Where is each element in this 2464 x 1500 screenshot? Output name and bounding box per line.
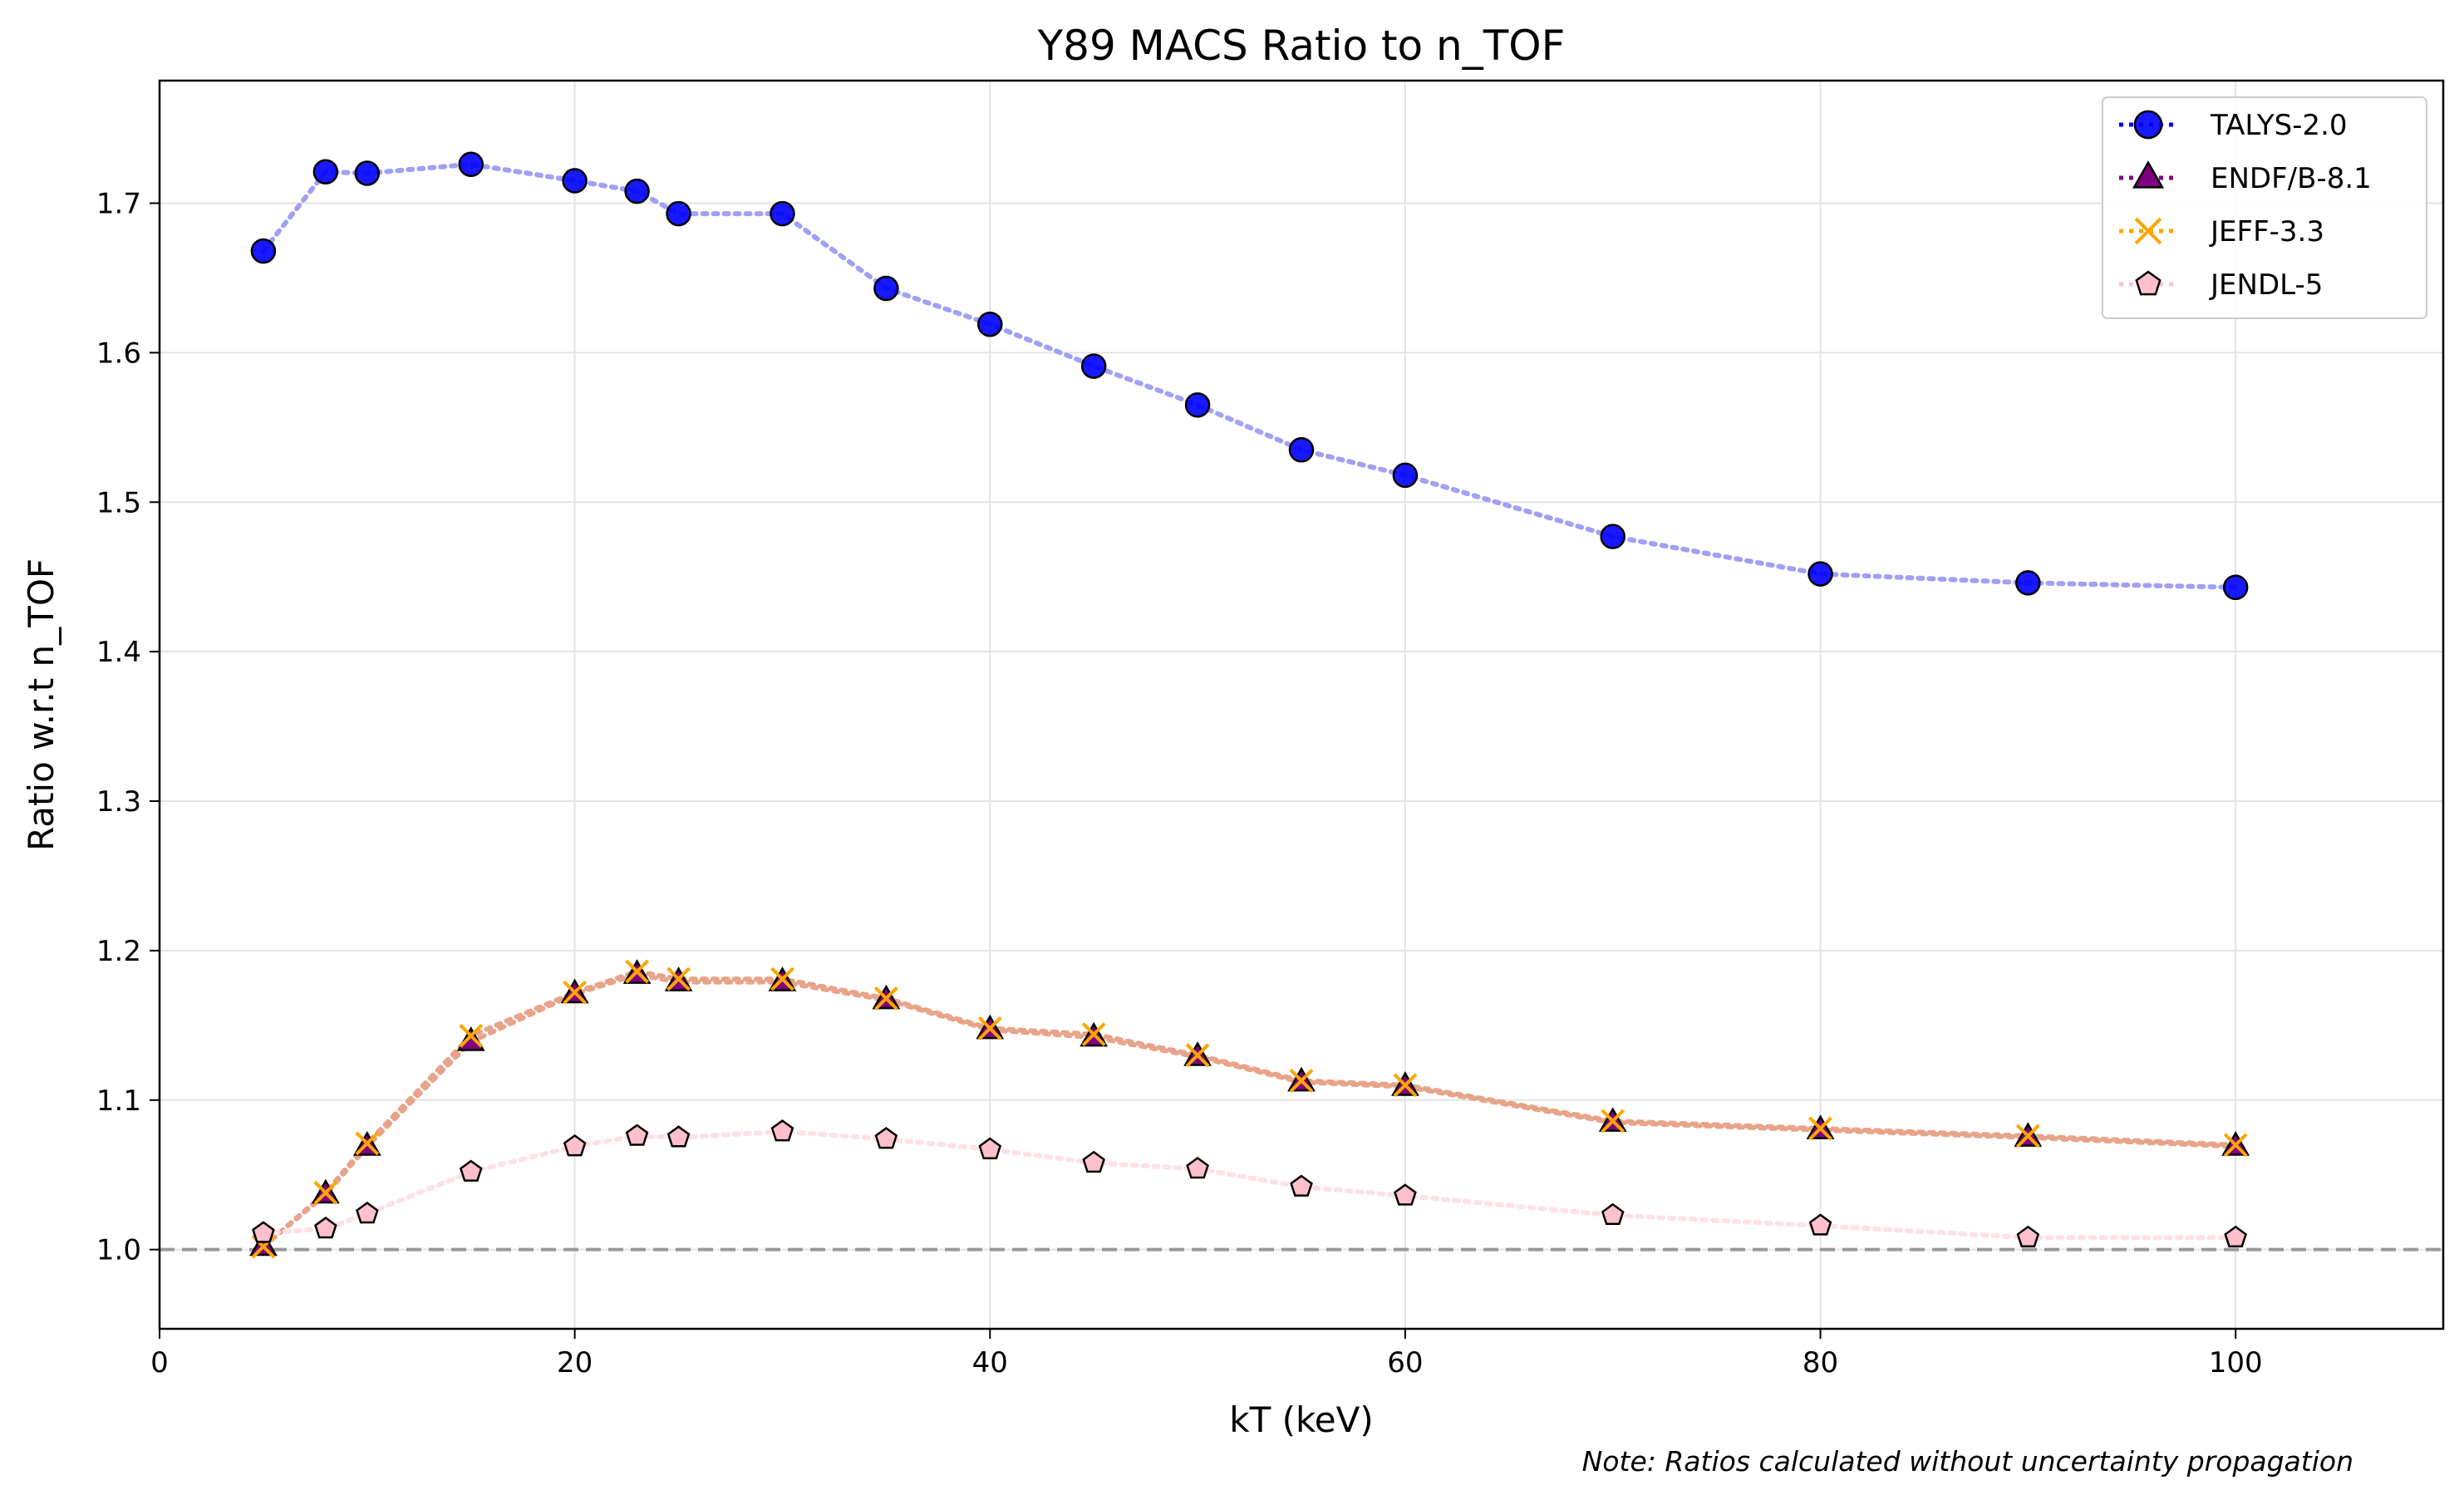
x-tick-label: 0 (150, 1346, 169, 1380)
data-point (1185, 1043, 1210, 1068)
data-point (624, 178, 650, 204)
data-point (2134, 217, 2162, 245)
y-tick-label: 1.3 (96, 785, 141, 819)
data-point (562, 168, 588, 194)
data-point (1600, 524, 1625, 549)
data-point (978, 1137, 1002, 1159)
data-point (355, 1131, 380, 1156)
y-tick-label: 1.1 (96, 1084, 141, 1118)
data-point (625, 959, 649, 984)
data-point (1080, 353, 1107, 379)
series-markers (250, 151, 2249, 601)
y-axis-ticks: 1.0 1.1 1.2 1.3 1.4 1.5 1.6 1.7 (96, 188, 160, 1267)
data-point (1184, 392, 1211, 418)
data-point (2015, 570, 2041, 596)
chart-title: Y89 MACS Ratio to n_TOF (1037, 22, 1566, 70)
data-point (249, 1231, 278, 1257)
y-tick-label: 1.5 (96, 486, 141, 519)
data-point (770, 966, 794, 991)
data-point (252, 1221, 275, 1243)
data-point (313, 1180, 338, 1205)
data-point (1807, 561, 1833, 587)
x-tick-label: 20 (557, 1346, 593, 1380)
y-tick-label: 1.0 (96, 1234, 141, 1267)
y-tick-label: 1.6 (96, 337, 141, 370)
data-point (1808, 1116, 1832, 1141)
data-point (314, 1216, 337, 1239)
series-line (260, 1129, 2239, 1241)
x-tick-label: 60 (1387, 1346, 1423, 1380)
x-axis-ticks: 0 20 40 60 80 100 (150, 1329, 2263, 1380)
legend-label: TALYS-2.0 (2210, 109, 2348, 142)
data-point (250, 238, 277, 264)
data-point (1392, 462, 1419, 489)
data-point (873, 986, 898, 1011)
data-point (2016, 1225, 2040, 1248)
series-markers (251, 959, 2248, 1259)
data-point (1288, 437, 1315, 463)
data-point (1601, 1109, 1625, 1134)
data-point (1081, 1022, 1106, 1047)
y-axis-title: Ratio w.r.t n_TOF (21, 558, 61, 851)
legend-label: ENDF/B-8.1 (2211, 162, 2372, 195)
data-point (873, 275, 899, 302)
data-point (2132, 160, 2165, 189)
series-line (260, 161, 2239, 590)
data-point (770, 1119, 794, 1142)
data-point (563, 980, 588, 1005)
series-layer (249, 151, 2250, 1259)
data-point (354, 160, 381, 186)
legend-entry: ENDF/B-8.1 (2119, 160, 2372, 195)
legend-label: JENDL-5 (2209, 268, 2323, 302)
legend: TALYS-2.0 ENDF/B-8.1 JEFF-3.3 JENDL-5 (2102, 96, 2427, 319)
data-point (1290, 1174, 1313, 1197)
y-tick-label: 1.2 (96, 935, 141, 968)
data-point (1808, 1213, 1832, 1236)
legend-entry: JEFF-3.3 (2119, 215, 2324, 248)
legend-label: JEFF-3.3 (2209, 215, 2324, 248)
data-point (2223, 1133, 2248, 1158)
data-point (1393, 1073, 1418, 1098)
x-axis-title: kT (keV) (1229, 1399, 1374, 1440)
x-tick-label: 40 (972, 1346, 1008, 1380)
data-point (563, 1134, 587, 1157)
data-point (459, 1159, 483, 1182)
y-tick-label: 1.7 (96, 188, 141, 221)
series-line (260, 971, 2239, 1250)
y-tick-label: 1.4 (96, 636, 141, 669)
data-point (458, 151, 484, 177)
data-point (1289, 1068, 1314, 1093)
x-tick-label: 80 (1803, 1346, 1838, 1380)
data-point (770, 200, 795, 227)
series-line (260, 969, 2239, 1250)
data-point (666, 200, 691, 227)
data-point (666, 1125, 691, 1148)
data-point (356, 1201, 379, 1224)
series-markers (252, 1119, 2247, 1248)
data-point (2133, 110, 2163, 140)
data-point (2135, 270, 2162, 296)
x-tick-label: 100 (2209, 1346, 2263, 1380)
data-point (2222, 574, 2249, 601)
data-point (2015, 1124, 2040, 1148)
legend-entry: JENDL-5 (2119, 268, 2323, 302)
data-point (2224, 1225, 2247, 1248)
data-point (459, 1024, 484, 1048)
data-point (666, 966, 691, 991)
data-point (625, 1124, 649, 1146)
data-point (977, 1016, 1002, 1040)
data-point (1082, 1150, 1105, 1173)
note-text: Note: Ratios calculated without uncertai… (1582, 1445, 2353, 1478)
data-point (312, 159, 339, 184)
data-point (977, 311, 1003, 337)
plot-frame (158, 79, 2445, 1330)
legend-box (2102, 96, 2427, 319)
legend-entry: TALYS-2.0 (2119, 109, 2348, 142)
data-point (1394, 1183, 1417, 1206)
data-point (1601, 1202, 1625, 1226)
data-point (874, 1127, 898, 1149)
data-point (1186, 1156, 1209, 1179)
data-point (456, 1026, 485, 1051)
